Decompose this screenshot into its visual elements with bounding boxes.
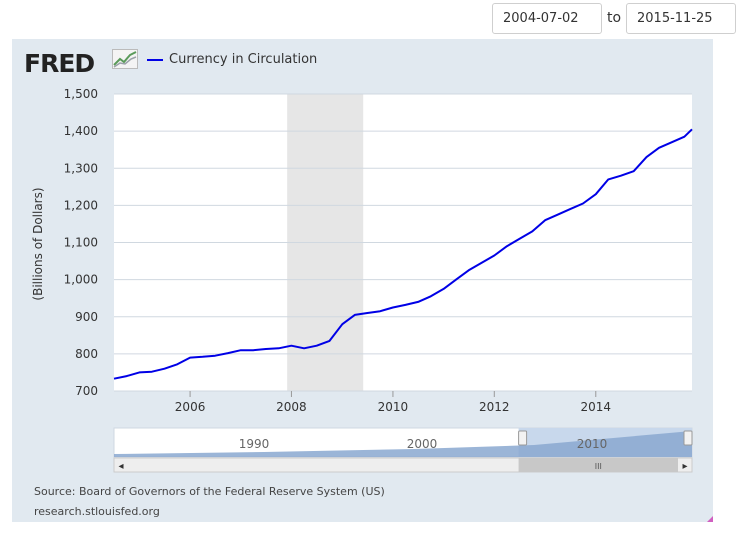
scroll-left-button[interactable]: ◂ — [118, 461, 123, 472]
series-line — [113, 128, 693, 380]
line-chart: 7008009001,0001,1001,2001,3001,4001,500 … — [31, 87, 693, 473]
x-tick-label: 2008 — [276, 400, 307, 414]
y-tick-label: 1,100 — [64, 236, 98, 250]
fred-logo[interactable]: FRED — [24, 49, 95, 78]
fred-graph-icon — [112, 49, 138, 69]
y-tick-label: 1,000 — [64, 273, 98, 287]
source-url[interactable]: research.stlouisfed.org — [34, 505, 160, 518]
y-tick-label: 800 — [75, 347, 98, 361]
legend-swatch — [147, 58, 163, 61]
x-tick-label: 2012 — [479, 400, 510, 414]
chart-frame: FRED Currency in Circulation 700 800 900 1,… — [12, 39, 713, 522]
navigator-handle[interactable] — [683, 430, 693, 446]
start-date-input[interactable] — [492, 3, 602, 34]
navigator-handle[interactable] — [518, 430, 528, 446]
y-tick-label: 900 — [75, 310, 98, 324]
navigator-label: 2010 — [577, 437, 608, 451]
scroll-grip: III — [595, 462, 602, 471]
navigator-label: 2000 — [407, 437, 438, 451]
y-axis-label: (Billions of Dollars) — [31, 187, 45, 300]
navigator-scroll-thumb[interactable] — [518, 458, 678, 472]
x-tick-label: 2010 — [378, 400, 409, 414]
y-tick-label: 1,500 — [64, 87, 98, 101]
time-navigator[interactable]: 1990 2000 2010 ◂ ▸ III — [113, 427, 693, 473]
x-tick-label: 2006 — [175, 400, 206, 414]
scroll-right-button[interactable]: ▸ — [682, 461, 687, 472]
navigator-area — [114, 431, 692, 457]
source-note: Source: Board of Governors of the Federa… — [34, 485, 385, 498]
y-tick-label: 1,400 — [64, 124, 98, 138]
x-tick-label: 2014 — [581, 400, 612, 414]
end-date-input[interactable] — [626, 3, 736, 34]
y-tick-label: 1,300 — [64, 161, 98, 175]
legend-label: Currency in Circulation — [169, 52, 318, 67]
resize-corner[interactable] — [707, 516, 713, 522]
y-tick-label: 700 — [75, 384, 98, 398]
chart-legend[interactable]: Currency in Circulation — [147, 52, 317, 67]
date-range-to-label: to — [607, 10, 622, 26]
y-tick-label: 1,200 — [64, 198, 98, 212]
navigator-label: 1990 — [239, 437, 270, 451]
